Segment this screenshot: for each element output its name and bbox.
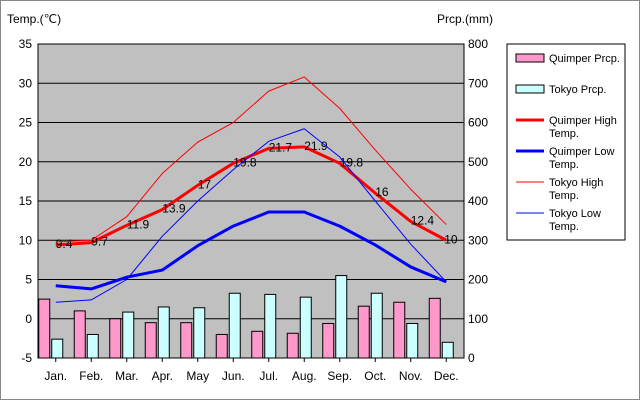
bar-tokyo-prcp (299, 296, 312, 359)
legend-swatch (515, 53, 545, 63)
data-label: 19.8 (233, 155, 257, 169)
bar-quimper-prcp (286, 332, 299, 359)
x-tick-label: Oct. (364, 369, 386, 383)
x-tick-label: Sep. (327, 369, 352, 383)
bar-tokyo-prcp (406, 322, 419, 359)
line-quimper-low-temp (55, 210, 447, 291)
legend-label-cont: Temp. (549, 221, 579, 233)
right-tick-label: 300 (468, 233, 488, 247)
legend-label: Tokyo Prcp. (549, 84, 606, 96)
legend-swatch (515, 84, 545, 94)
left-tick-label: 15 (19, 194, 33, 208)
bar-quimper-prcp (215, 333, 228, 359)
data-label: 9.7 (91, 235, 108, 249)
legend-label: Quimper Low (549, 146, 614, 158)
left-tick-label: 30 (19, 76, 33, 90)
bar-quimper-prcp (251, 330, 264, 359)
legend-label-cont: Temp. (549, 159, 579, 171)
legend-label-cont: Temp. (549, 190, 579, 202)
left-tick-label: 25 (19, 116, 33, 130)
data-label: 21.7 (269, 140, 293, 154)
bar-tokyo-prcp (335, 275, 348, 359)
line-tokyo-high-temp (55, 76, 447, 243)
legend-box (506, 43, 626, 241)
left-axis-title: Temp.(℃) (7, 12, 61, 26)
data-label: 21.9 (304, 139, 328, 153)
left-tick-label: 5 (25, 273, 32, 287)
data-label: 13.9 (162, 202, 186, 216)
bar-tokyo-prcp (51, 338, 64, 359)
bar-quimper-prcp (322, 322, 335, 359)
bar-quimper-prcp (428, 297, 441, 359)
right-tick-label: 200 (468, 273, 488, 287)
bar-tokyo-prcp (228, 292, 241, 359)
right-tick-label: 400 (468, 194, 488, 208)
bar-tokyo-prcp (441, 341, 454, 359)
left-tick-label: 0 (25, 312, 32, 326)
bar-tokyo-prcp (122, 311, 135, 359)
right-axis-title: Prcp.(mm) (437, 12, 493, 26)
x-tick-label: Aug. (292, 369, 317, 383)
legend-label: Tokyo Low (549, 208, 601, 220)
data-label: 11.9 (127, 217, 150, 231)
x-tick-label: Feb. (79, 369, 103, 383)
right-tick-label: 100 (468, 312, 488, 326)
left-tick-label: 35 (19, 37, 33, 51)
bar-quimper-prcp (393, 301, 406, 359)
right-tick-label: 800 (468, 37, 488, 51)
bar-quimper-prcp (38, 298, 51, 359)
bar-quimper-prcp (73, 310, 86, 359)
legend-label: Quimper High (549, 115, 617, 127)
bar-quimper-prcp (109, 318, 122, 359)
right-tick-label: 700 (468, 76, 488, 90)
data-label: 19.8 (340, 155, 364, 169)
x-tick-label: Jan. (44, 369, 67, 383)
bar-tokyo-prcp (193, 307, 206, 359)
x-tick-label: Dec. (434, 369, 459, 383)
plot-border (37, 43, 465, 359)
x-tick-label: Jun. (222, 369, 245, 383)
right-tick-label: 0 (468, 351, 475, 365)
x-tick-label: Apr. (152, 369, 173, 383)
x-tick-label: Mar. (115, 369, 138, 383)
bar-tokyo-prcp (264, 293, 277, 359)
legend-label: Quimper Prcp. (549, 53, 620, 65)
data-label: 17 (198, 177, 212, 191)
bar-quimper-prcp (357, 305, 370, 359)
legend-label: Tokyo High (549, 177, 603, 189)
left-tick-label: -5 (21, 351, 32, 365)
right-tick-label: 600 (468, 116, 488, 130)
bar-quimper-prcp (144, 322, 157, 359)
line-tokyo-low-temp (55, 128, 447, 303)
data-label: 12.4 (411, 213, 435, 227)
legend: Quimper Prcp.Tokyo Prcp.Quimper HighTemp… (506, 43, 626, 241)
bar-quimper-prcp (180, 322, 193, 359)
left-tick-label: 20 (19, 155, 33, 169)
data-label: 16 (375, 185, 389, 199)
right-tick-label: 500 (468, 155, 488, 169)
bar-tokyo-prcp (370, 292, 383, 359)
left-tick-label: 10 (19, 233, 33, 247)
data-label: 10 (444, 232, 458, 246)
bar-tokyo-prcp (86, 333, 99, 359)
plot-area: -5 0 5 10 15 20 25 30 35 0 100 200 300 400 500 600 700 80… (19, 37, 489, 383)
legend-label-cont: Temp. (549, 128, 579, 140)
bar-tokyo-prcp (157, 306, 170, 359)
x-tick-label: Jul. (259, 369, 278, 383)
data-label: 9.4 (56, 237, 73, 251)
x-tick-label: Nov. (399, 369, 423, 383)
x-tick-label: May (186, 369, 209, 383)
